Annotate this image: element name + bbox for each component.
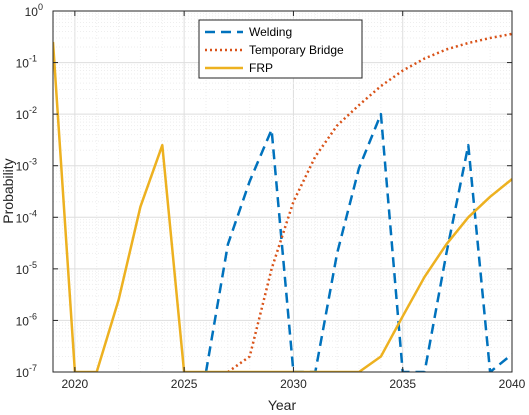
axis-ticks: 2020 2025 2030 2035 204010-710-610-510-410-3… (16, 2, 526, 391)
legend-label-temporary-bridge: Temporary Bridge (249, 43, 344, 57)
x-tick-label: 2035 (389, 377, 416, 391)
legend-label-frp: FRP (249, 61, 273, 75)
x-tick-label: 2040 (499, 377, 526, 391)
legend: Welding Temporary Bridge FRP (198, 19, 363, 79)
x-tick-label: 2025 (171, 377, 198, 391)
series-line-frp (53, 41, 512, 372)
series-lines (53, 32, 512, 372)
legend-label-welding: Welding (249, 25, 292, 39)
y-axis-label: Probability (0, 158, 16, 223)
series-line-temporary-bridge (227, 32, 512, 372)
plot-frame (52, 10, 513, 373)
x-tick-label: 2020 (62, 377, 89, 391)
series-line-welding (204, 112, 512, 372)
x-tick-label: 2030 (280, 377, 307, 391)
x-axis-label: Year (268, 397, 297, 413)
